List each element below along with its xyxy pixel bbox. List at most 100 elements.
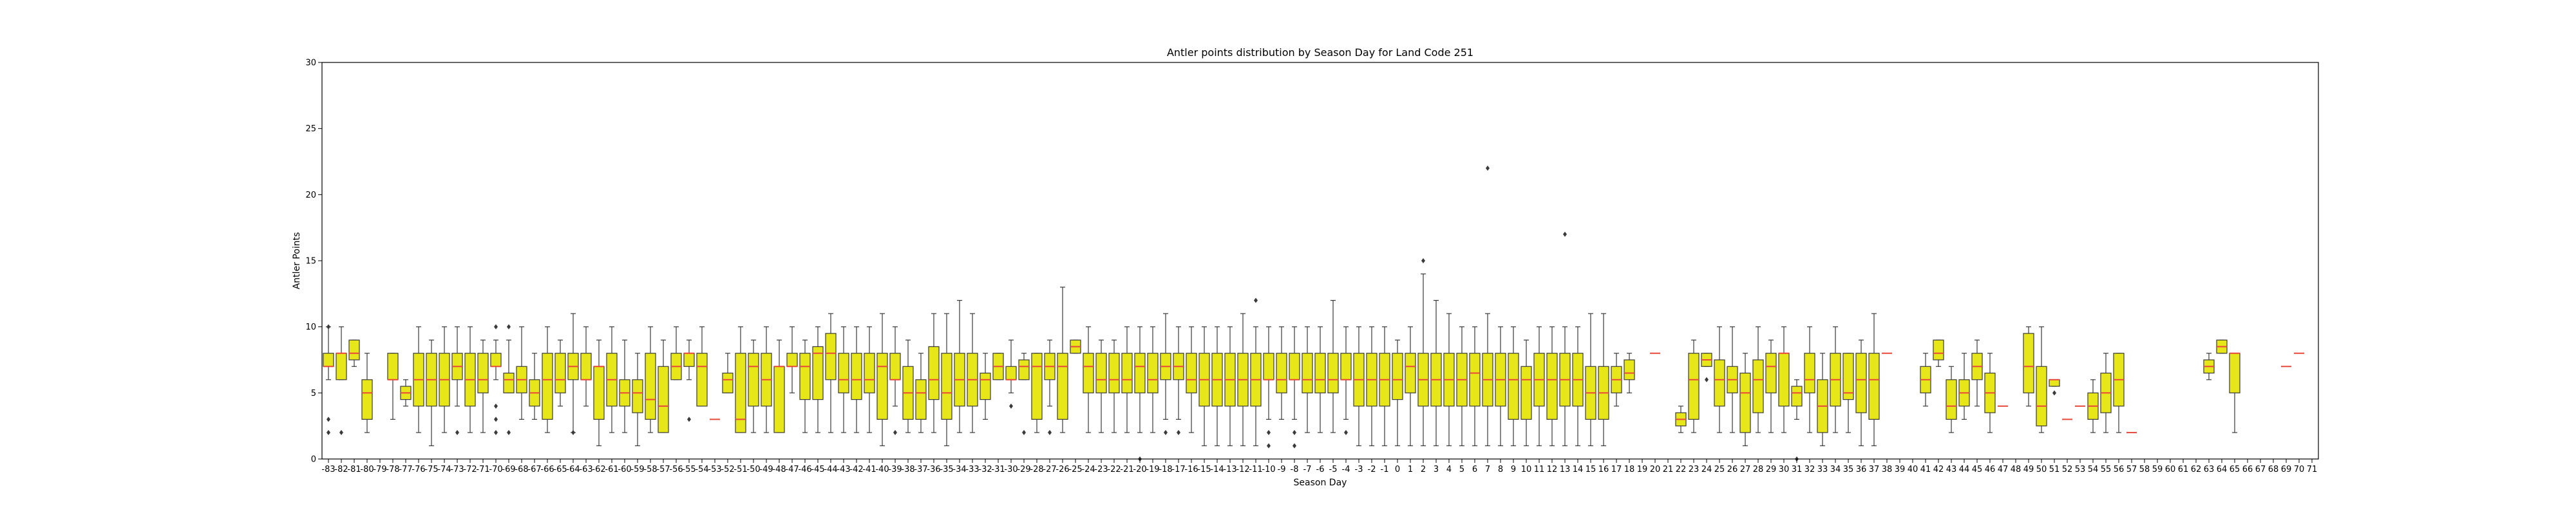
y-tick-label: 5 (311, 389, 316, 398)
x-tick-label: 0 (1395, 465, 1400, 474)
box-group (1752, 326, 1764, 433)
box-group (1314, 326, 1326, 433)
x-tick-label: 40 (1908, 465, 1918, 474)
box-group (2203, 353, 2215, 380)
box (1057, 353, 1068, 420)
box (1804, 353, 1815, 393)
box (490, 353, 502, 367)
outlier-point (494, 403, 498, 409)
x-tick-label: 58 (2139, 465, 2150, 474)
x-tick-label: -57 (656, 465, 670, 474)
box-group (1701, 353, 1712, 382)
x-tick-label: 68 (2268, 465, 2279, 474)
box-group (1714, 326, 1725, 433)
x-tick-label: 27 (1740, 465, 1751, 474)
box-group (1830, 326, 1841, 433)
x-tick-label: -24 (1081, 465, 1095, 474)
x-tick-label: -46 (798, 465, 811, 474)
box-group (1598, 313, 1609, 447)
x-tick-label: 13 (1560, 465, 1571, 474)
box-group (1366, 326, 1378, 447)
x-tick-label: -52 (721, 465, 734, 474)
box-group (387, 353, 399, 420)
box-group (1546, 326, 1558, 447)
box (1842, 353, 1854, 400)
box-group (1572, 326, 1584, 447)
box (889, 353, 901, 380)
box-group (773, 339, 785, 433)
x-tick-label: -43 (837, 465, 850, 474)
x-tick-label: 55 (2101, 465, 2112, 474)
x-tick-label: 42 (1933, 465, 1944, 474)
x-tick-label: -55 (682, 465, 696, 474)
x-tick-label: -45 (811, 465, 824, 474)
box-group (1276, 326, 1287, 420)
box (1469, 353, 1481, 407)
x-tick-label: -48 (772, 465, 786, 474)
x-tick-label: 14 (1573, 465, 1584, 474)
x-tick-label: -65 (553, 465, 567, 474)
x-tick-label: -69 (502, 465, 515, 474)
x-tick-label: -47 (785, 465, 799, 474)
x-tick-label: 53 (2075, 465, 2086, 474)
box-group (1855, 339, 1867, 447)
x-tick-label: 30 (1779, 465, 1790, 474)
box (336, 353, 347, 380)
x-tick-label: -72 (463, 465, 477, 474)
box (928, 346, 940, 400)
box (735, 353, 746, 433)
outlier-point (2052, 390, 2056, 396)
box-group (2113, 353, 2125, 433)
y-tick-label: 10 (305, 323, 316, 332)
x-tick-label: 41 (1920, 465, 1931, 474)
x-tick-label: -27 (1043, 465, 1056, 474)
x-tick-label: 45 (1972, 465, 1983, 474)
x-tick-label: 12 (1547, 465, 1558, 474)
x-tick-label: 16 (1598, 465, 1609, 474)
x-tick-label: 24 (1701, 465, 1712, 474)
x-tick-label: 31 (1792, 465, 1803, 474)
x-tick-label: -33 (965, 465, 979, 474)
x-tick-label: 43 (1946, 465, 1957, 474)
x-tick-label: -11 (1249, 465, 1262, 474)
box (1868, 353, 1880, 420)
x-tick-label: 50 (2036, 465, 2047, 474)
y-axis: 0 5 10 15 20 25 30 (305, 59, 322, 465)
box (864, 353, 875, 393)
x-tick-label: -35 (940, 465, 953, 474)
box-group (1340, 326, 1352, 435)
x-tick-label: -82 (334, 465, 348, 474)
box-group (1533, 326, 1545, 447)
box (1946, 379, 1957, 420)
box (786, 353, 798, 367)
x-tick-label: -16 (1184, 465, 1198, 474)
box-group (1302, 326, 1313, 433)
x-tick-label: -60 (618, 465, 631, 474)
box-group (529, 353, 540, 420)
box-group (1147, 326, 1159, 433)
box-group (1031, 353, 1043, 433)
outlier-point (455, 429, 459, 435)
box (554, 353, 566, 393)
x-tick-label: 66 (2242, 465, 2253, 474)
box (773, 366, 785, 433)
x-tick-label: -50 (746, 465, 760, 474)
x-tick-label: 69 (2281, 465, 2292, 474)
outlier-point (339, 429, 343, 435)
box-group (1482, 165, 1493, 447)
box-group (1379, 326, 1390, 447)
x-tick-label: 8 (1498, 465, 1503, 474)
box-group (1198, 326, 1210, 447)
x-tick-label: 5 (1459, 465, 1464, 474)
box-group (1057, 286, 1068, 433)
box-group (1817, 353, 1828, 447)
box (1314, 353, 1326, 393)
x-tick-label: 67 (2255, 465, 2266, 474)
x-tick-label: 9 (1511, 465, 1516, 474)
outlier-point (1421, 258, 1425, 263)
x-tick-label: -51 (734, 465, 747, 474)
x-tick-label: 4 (1446, 465, 1452, 474)
box-group (1495, 326, 1506, 447)
box-group (876, 313, 888, 447)
box-group (889, 326, 901, 435)
